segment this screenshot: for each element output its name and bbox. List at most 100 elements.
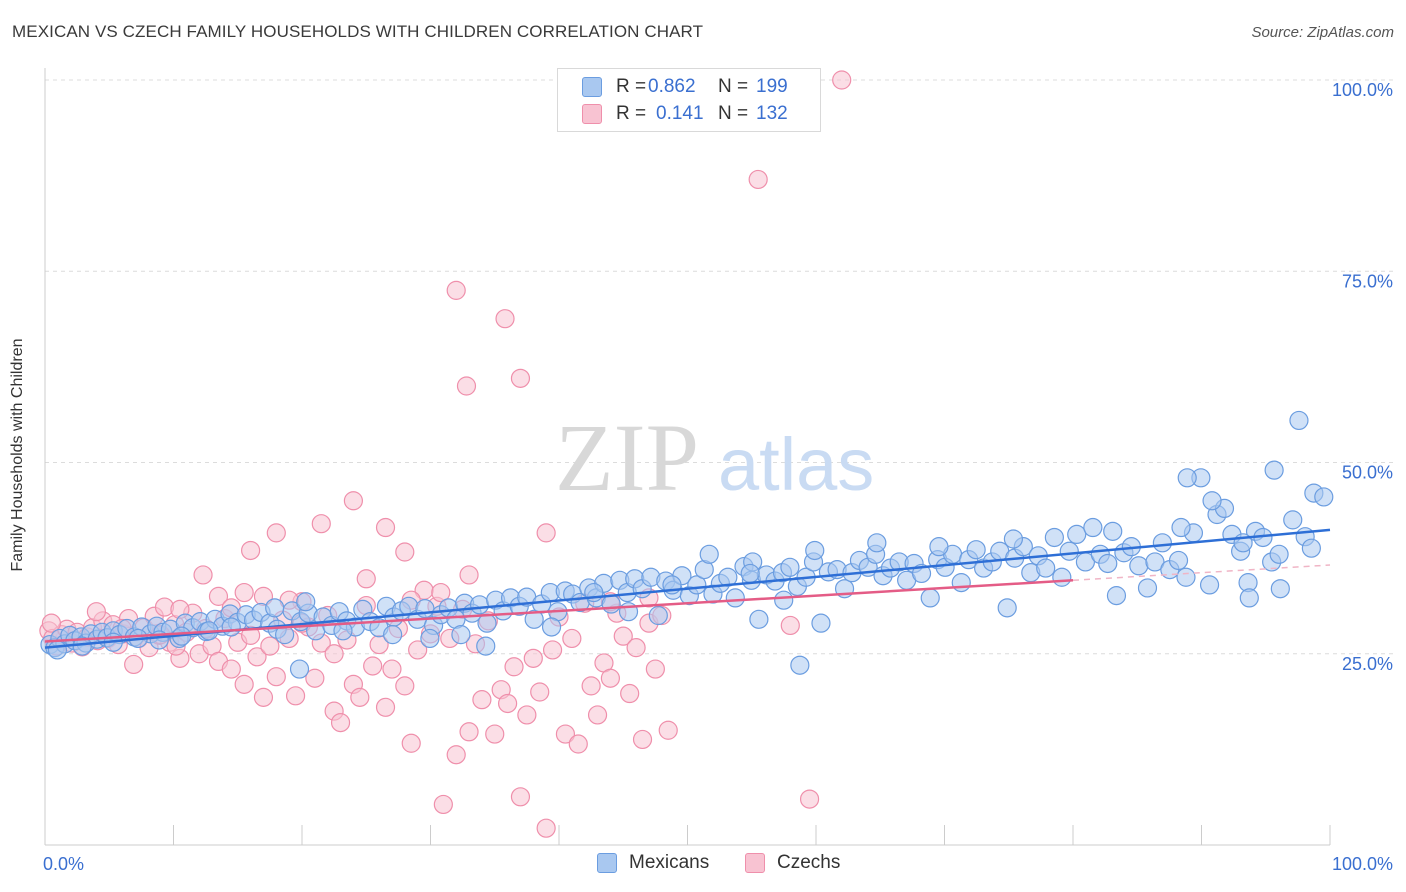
mexicans-n-value: 199 xyxy=(756,76,788,97)
mexicans-point xyxy=(648,605,668,626)
czechs-point xyxy=(504,657,524,677)
mexicans-point xyxy=(929,537,949,557)
czechs-point xyxy=(510,787,531,807)
czechs-n-value: 132 xyxy=(756,103,788,124)
mexicans-point xyxy=(451,625,471,645)
stats-legend: R = 0.862 N = 199 R = 0.141 N = 132 xyxy=(557,68,821,132)
legend-row-czechs: R = 0.141 N = 132 xyxy=(582,101,788,127)
czechs-point xyxy=(401,733,421,753)
mexicans-legend-label: Mexicans xyxy=(629,852,710,873)
mexicans-point xyxy=(1137,578,1158,598)
n-label: N = xyxy=(718,76,749,97)
mexicans-point xyxy=(920,588,940,608)
czechs-point xyxy=(234,674,254,694)
mexicans-point xyxy=(1083,517,1103,538)
watermark: ZIP atlas xyxy=(555,404,874,511)
czechs-point xyxy=(523,648,543,668)
czechs-trend-extension xyxy=(1072,564,1331,582)
mexicans-point xyxy=(749,609,769,629)
mexicans-point xyxy=(1168,550,1189,571)
mexicans-point xyxy=(221,617,241,637)
czechs-point xyxy=(253,687,274,707)
mexicans-point xyxy=(1239,588,1259,608)
czechs-point xyxy=(568,734,588,754)
y-tick-label: 75.0% xyxy=(1342,271,1393,291)
y-tick-label: 50.0% xyxy=(1342,463,1393,483)
mexicans-point xyxy=(1199,575,1220,595)
mexicans-point xyxy=(1106,586,1127,606)
czechs-point xyxy=(311,514,331,534)
czechs-point xyxy=(555,724,576,744)
mexicans-point xyxy=(1103,521,1123,541)
czechs-point xyxy=(446,745,466,765)
czechs-point xyxy=(645,659,665,679)
r-label: R = xyxy=(616,76,647,97)
czechs-point xyxy=(632,729,653,750)
czechs-point xyxy=(587,705,608,725)
czechs-point xyxy=(375,517,396,538)
czechs-point xyxy=(799,789,820,809)
tick-labels: 25.0% 50.0% 75.0% 100.0% 0.0% 100.0% xyxy=(43,80,1393,874)
mexicans-point xyxy=(47,640,68,660)
czechs-point xyxy=(241,540,261,561)
mexicans-point xyxy=(780,557,800,577)
mexicans-point xyxy=(951,573,971,593)
czechs-point xyxy=(498,693,518,714)
mexicans-point xyxy=(1289,410,1309,431)
czechs-point xyxy=(305,668,325,688)
mexicans-point xyxy=(1052,567,1072,587)
czechs-point xyxy=(517,705,537,725)
mexicans-point xyxy=(289,659,310,679)
mexicans-point xyxy=(1036,558,1056,578)
czechs-swatch xyxy=(745,853,765,873)
mexicans-swatch xyxy=(582,77,602,97)
mexicans-point xyxy=(333,621,353,641)
czechs-point xyxy=(536,523,556,543)
x-tick-label-min: 0.0% xyxy=(43,854,84,874)
mexicans-point xyxy=(1270,579,1290,599)
mexicans-point xyxy=(811,613,831,633)
czechs-swatch xyxy=(582,104,602,124)
czechs-point xyxy=(356,569,376,589)
czechs-point xyxy=(495,309,515,329)
czechs-point xyxy=(124,654,144,675)
mexicans-point xyxy=(524,609,544,629)
mexicans-point xyxy=(469,595,490,615)
mexicans-point xyxy=(1283,510,1303,530)
czechs-point xyxy=(221,659,241,679)
bottom-legend-czechs: Czechs xyxy=(745,852,840,874)
czechs-point xyxy=(363,656,383,676)
r-label: R = xyxy=(616,103,647,124)
czechs-point xyxy=(620,683,640,704)
czechs-trend-line xyxy=(44,579,1074,643)
mexicans-point xyxy=(1264,460,1284,480)
mexicans-point xyxy=(805,540,825,561)
czechs-point xyxy=(459,565,479,585)
axes xyxy=(44,68,1331,846)
mexicans-point xyxy=(790,655,810,675)
czechs-point xyxy=(485,724,505,744)
czechs-point xyxy=(748,169,768,190)
czechs-point xyxy=(260,636,280,656)
czechs-point xyxy=(510,368,531,388)
mexicans-point xyxy=(1171,517,1191,538)
watermark-zip: ZIP xyxy=(555,404,699,511)
czechs-point xyxy=(285,686,306,706)
czechs-point xyxy=(375,697,396,717)
czechs-point xyxy=(433,794,453,815)
mexicans-point xyxy=(774,590,794,610)
czechs-point xyxy=(324,644,344,664)
czechs-point xyxy=(41,613,62,633)
czechs-point xyxy=(431,582,451,603)
czechs-point xyxy=(530,682,550,702)
czechs-point xyxy=(581,676,601,696)
mexicans-point xyxy=(725,588,745,608)
mexicans-point xyxy=(740,563,760,584)
czechs-point xyxy=(472,690,492,710)
czechs-point xyxy=(266,523,286,543)
czechs-legend-label: Czechs xyxy=(777,852,841,873)
czechs-r-value: 0.141 xyxy=(656,103,704,124)
mexicans-point xyxy=(1067,524,1087,545)
mexicans-point xyxy=(1202,491,1222,511)
